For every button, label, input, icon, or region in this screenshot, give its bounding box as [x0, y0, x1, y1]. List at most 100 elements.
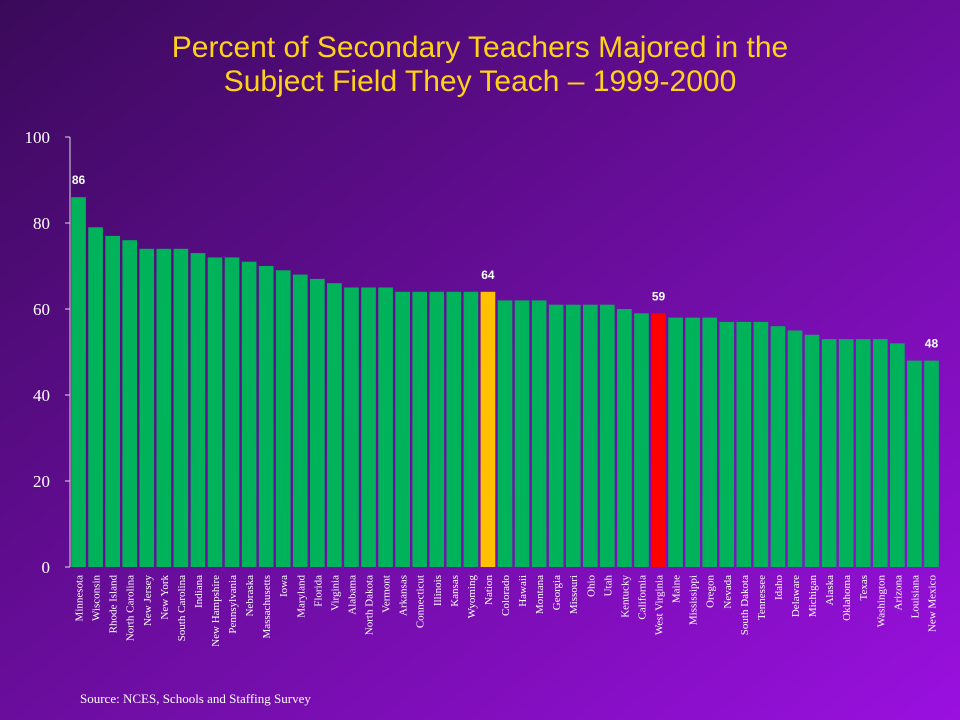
x-tick-label: Tennessee: [756, 575, 768, 620]
x-tick-label: Illinois: [432, 575, 444, 606]
x-tick-label: Washington: [875, 575, 887, 628]
x-tick-label: Arkansas: [398, 575, 410, 616]
x-tick-label: Idaho: [773, 575, 785, 601]
bar: [361, 287, 376, 567]
bar: [821, 339, 837, 567]
data-label: 59: [652, 289, 666, 303]
bar: [122, 240, 138, 567]
bar: [736, 321, 752, 567]
bar: [753, 321, 769, 567]
x-tick-label: Nation: [483, 575, 495, 605]
bar: [685, 317, 700, 567]
bar: [71, 197, 86, 567]
x-tick-label: Iowa: [278, 575, 290, 597]
y-tick-label: 40: [33, 386, 50, 405]
bar: [105, 235, 120, 567]
x-tick-label: Nebraska: [244, 575, 256, 617]
bar: [139, 248, 155, 568]
bar: [514, 300, 530, 567]
x-tick-label: California: [636, 575, 648, 620]
x-tick-label: Arizona: [892, 575, 904, 611]
x-tick-label: Maine: [671, 575, 683, 603]
x-tick-label: Pennsylvania: [227, 575, 239, 634]
bar: [480, 291, 496, 567]
x-tick-label: Colorado: [500, 575, 512, 616]
bar: [224, 257, 240, 567]
bar: [497, 300, 513, 567]
bar: [582, 304, 598, 567]
chart-title: Subject Field They Teach – 1999-2000: [224, 65, 737, 98]
data-label: 86: [72, 173, 86, 187]
bar: [634, 313, 649, 567]
x-tick-label: Rhode Island: [108, 575, 120, 634]
bar: [855, 339, 871, 567]
bar: [804, 334, 820, 567]
bar: [787, 330, 803, 567]
x-tick-label: Kentucky: [619, 575, 631, 618]
x-tick-label: Delaware: [790, 575, 802, 617]
x-tick-label: Utah: [602, 575, 614, 597]
bar: [241, 261, 257, 567]
x-tick-label: North Carolina: [125, 575, 137, 641]
bar: [292, 274, 308, 567]
bar: [446, 291, 462, 567]
x-tick-label: Minnesota: [74, 575, 86, 622]
bar: [719, 321, 735, 567]
bar: [378, 287, 393, 567]
x-tick-label: Connecticut: [415, 575, 427, 628]
bar: [429, 291, 445, 567]
bar: [702, 317, 718, 567]
chart-title: Percent of Secondary Teachers Majored in…: [172, 31, 788, 64]
y-tick-label: 100: [25, 128, 51, 147]
x-tick-label: Montana: [534, 575, 546, 614]
y-tick-label: 60: [33, 300, 50, 319]
data-label: 48: [925, 337, 939, 351]
x-tick-label: Texas: [858, 575, 870, 601]
y-tick-label: 20: [33, 472, 50, 491]
x-tick-label: North Dakota: [364, 575, 376, 635]
bar: [173, 248, 189, 568]
bar: [838, 339, 854, 567]
bar: [310, 278, 325, 567]
x-tick-label: Alabama: [346, 575, 358, 615]
y-tick-label: 80: [33, 214, 50, 233]
bar: [258, 266, 274, 567]
x-tick-label: Indiana: [193, 575, 205, 608]
bar: [463, 291, 479, 567]
bar: [327, 283, 342, 567]
x-tick-label: New Jersey: [142, 575, 154, 627]
x-tick-label: Florida: [312, 575, 324, 607]
x-tick-label: Hawaii: [517, 575, 529, 607]
bar: [531, 300, 547, 567]
x-tick-label: South Carolina: [176, 575, 188, 641]
bar: [872, 339, 888, 567]
source-note: Source: NCES, Schools and Staffing Surve…: [80, 691, 311, 706]
x-tick-label: Wisconsin: [91, 575, 103, 621]
x-tick-label: Michigan: [807, 575, 819, 618]
bar: [548, 304, 564, 567]
bar: [668, 317, 683, 567]
y-tick-label: 0: [42, 558, 51, 577]
x-tick-label: Louisiana: [909, 575, 921, 618]
bar: [275, 270, 291, 567]
bar: [412, 291, 428, 567]
bar: [565, 304, 581, 567]
x-tick-label: New Hampshire: [210, 575, 222, 647]
x-tick-label: Georgia: [551, 575, 563, 610]
bar: [907, 360, 922, 567]
x-tick-label: Virginia: [329, 575, 341, 611]
data-label: 64: [481, 268, 495, 282]
bar: [600, 304, 615, 567]
x-tick-label: Wyoming: [466, 575, 478, 619]
x-tick-label: Massachusetts: [261, 575, 273, 639]
bar: [924, 360, 939, 567]
x-tick-label: Mississippi: [688, 575, 700, 625]
bar: [190, 253, 206, 567]
bar: [88, 227, 103, 568]
x-tick-label: Ohio: [585, 575, 597, 598]
x-tick-label: South Dakota: [739, 575, 751, 635]
bar: [890, 343, 905, 567]
x-tick-label: Kansas: [449, 575, 461, 607]
x-tick-label: New York: [159, 575, 171, 620]
